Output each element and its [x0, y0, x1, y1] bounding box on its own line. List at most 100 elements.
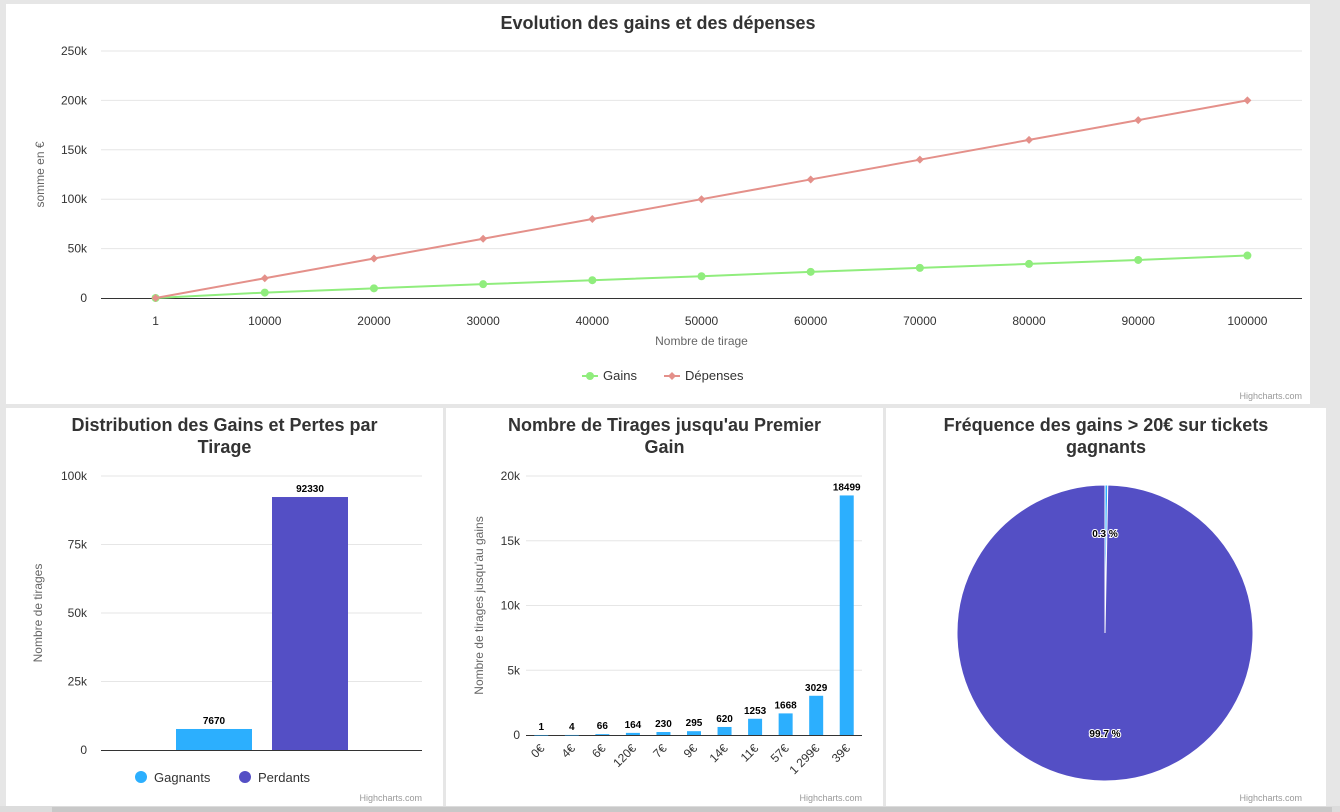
x-tick-label: 120€ [610, 741, 639, 770]
y-tick-label: 0 [80, 291, 87, 305]
data-point [697, 195, 706, 204]
data-label: 1 [538, 722, 544, 733]
data-point [915, 263, 924, 272]
data-point [915, 155, 924, 164]
y-axis-title: somme en € [33, 141, 47, 207]
chart-title: Gain [644, 437, 684, 457]
data-label: 1668 [775, 700, 798, 711]
x-tick-label: 80000 [1012, 314, 1046, 328]
data-label: 3029 [805, 683, 828, 694]
bar [656, 732, 671, 735]
x-tick-label: 1 299€ [786, 741, 822, 777]
legend-item: Gagnants [154, 770, 211, 785]
legend-item: Perdants [258, 770, 311, 785]
data-label: 66 [597, 721, 609, 732]
bar [564, 734, 579, 736]
chart-title: Distribution des Gains et Pertes par [71, 415, 377, 435]
y-axis-title: Nombre de tirages [31, 564, 45, 663]
x-tick-label: 4€ [559, 741, 579, 761]
bar [717, 726, 732, 735]
data-label: 0.3 % [1092, 529, 1118, 540]
y-tick-label: 50k [68, 242, 88, 256]
data-point [369, 284, 378, 293]
legend-item: Dépenses [685, 368, 744, 383]
data-label: 7670 [203, 716, 226, 727]
bar [748, 718, 763, 735]
x-tick-label: 20000 [357, 314, 391, 328]
data-point [369, 254, 378, 263]
data-point [1025, 135, 1034, 144]
data-point [1134, 255, 1143, 264]
data-point [806, 267, 815, 276]
bar [809, 695, 824, 735]
y-tick-label: 100k [61, 469, 88, 483]
data-point [1243, 251, 1252, 260]
bar [534, 734, 549, 736]
x-tick-label: 40000 [576, 314, 610, 328]
pie-chart-panel: Fréquence des gains > 20€ sur tickets gag… [886, 408, 1326, 806]
distribution-chart: Distribution des Gains et Pertes parTira… [31, 415, 422, 803]
data-point [479, 280, 488, 289]
legend-symbol [135, 771, 147, 783]
bar [625, 732, 640, 735]
pie-slice [956, 484, 1254, 782]
horizontal-scrollbar[interactable] [0, 806, 1340, 812]
legend-symbol [239, 771, 251, 783]
x-tick-label: 70000 [903, 314, 937, 328]
data-point [588, 214, 597, 223]
chart-title: Nombre de Tirages jusqu'au Premier [508, 415, 821, 435]
line-chart-panel: Evolution des gains et des dépenses 0 50k 1… [6, 4, 1310, 404]
y-tick-label: 15k [501, 534, 521, 548]
chart-title: Tirage [198, 437, 252, 457]
y-tick-label: 150k [61, 143, 88, 157]
bar [778, 713, 793, 735]
x-tick-label: 1 [152, 314, 159, 328]
y-tick-label: 25k [68, 675, 88, 689]
x-tick-label: 50000 [685, 314, 719, 328]
legend-item: Gains [603, 368, 637, 383]
data-label: 4 [569, 722, 575, 733]
y-tick-label: 200k [61, 93, 88, 107]
chart-title: Fréquence des gains > 20€ sur tickets [944, 415, 1269, 435]
x-axis-title: Nombre de tirage [655, 334, 748, 348]
x-tick-label: 14€ [707, 741, 731, 765]
data-point [1243, 96, 1252, 105]
x-tick-label: 30000 [466, 314, 500, 328]
x-tick-label: 6€ [589, 741, 609, 761]
credits: Highcharts.com [359, 793, 422, 803]
y-tick-label: 5k [507, 663, 521, 677]
data-label: 164 [625, 720, 642, 731]
data-point [260, 274, 269, 283]
x-tick-label: 0€ [528, 741, 548, 761]
data-label: 18499 [833, 482, 861, 493]
bar [687, 731, 701, 735]
x-tick-label: 90000 [1122, 314, 1156, 328]
data-point [1134, 116, 1143, 125]
data-label: 92330 [296, 484, 324, 495]
credits: Highcharts.com [799, 793, 862, 803]
bar [272, 497, 348, 750]
x-tick-label: 100000 [1227, 314, 1267, 328]
data-point [1025, 259, 1034, 268]
data-label: 99.7 % [1089, 729, 1120, 740]
chart-title: gagnants [1066, 437, 1146, 457]
pie-chart: Fréquence des gains > 20€ sur ticketsgag… [944, 415, 1302, 803]
x-tick-label: 57€ [768, 741, 792, 765]
x-tick-label: 10000 [248, 314, 282, 328]
x-tick-label: 39€ [829, 741, 853, 765]
data-point [806, 175, 815, 184]
y-tick-label: 0 [513, 728, 520, 742]
y-tick-label: 20k [501, 469, 521, 483]
distribution-chart-panel: Distribution des Gains et Pertes par Tira… [6, 408, 443, 806]
bar [595, 734, 610, 735]
chart-title: Evolution des gains et des dépenses [500, 13, 815, 33]
y-tick-label: 100k [61, 192, 88, 206]
y-tick-label: 250k [61, 44, 88, 58]
data-label: 620 [716, 714, 733, 725]
y-tick-label: 50k [68, 606, 88, 620]
y-tick-label: 0 [80, 743, 87, 757]
y-tick-label: 10k [501, 599, 521, 613]
first-gain-chart-panel: Nombre de Tirages jusqu'au Premier Gain 0 5… [446, 408, 883, 806]
scrollbar-thumb[interactable] [52, 807, 1332, 812]
